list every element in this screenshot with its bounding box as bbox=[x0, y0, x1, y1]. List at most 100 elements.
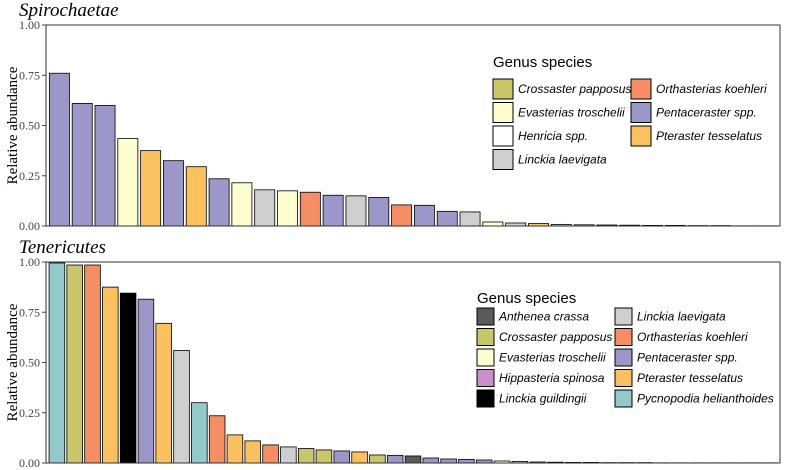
legend: Genus species Anthenea crassa Crossaster p… bbox=[476, 290, 774, 408]
legend-swatch bbox=[614, 369, 633, 387]
legend-label: Pycnopodia helianthoides bbox=[637, 392, 774, 406]
y-tick-label: 0.00 bbox=[19, 456, 40, 470]
legend-title: Genus species bbox=[493, 54, 592, 71]
legend-swatch bbox=[476, 307, 495, 326]
bar bbox=[191, 402, 208, 464]
bar bbox=[231, 182, 253, 227]
legend-title: Genus species bbox=[477, 290, 576, 307]
bar bbox=[333, 450, 351, 464]
legend-swatch bbox=[492, 125, 514, 147]
bar bbox=[440, 458, 457, 464]
y-axis-label: Relative abundance bbox=[5, 66, 21, 184]
bar bbox=[117, 138, 139, 227]
chart-title: Spirochaetae bbox=[19, 0, 119, 21]
bar bbox=[351, 451, 368, 464]
bar bbox=[299, 191, 321, 227]
chart-title: Tenericutes bbox=[19, 237, 106, 258]
legend-swatch bbox=[492, 102, 514, 123]
bar bbox=[386, 454, 404, 464]
bar bbox=[280, 446, 297, 464]
bar bbox=[436, 210, 458, 227]
y-tick-label: 0.50 bbox=[19, 119, 40, 133]
bar bbox=[262, 444, 279, 464]
legend-label: Linckia laevigata bbox=[518, 153, 607, 167]
legend-swatch bbox=[492, 78, 514, 100]
bar bbox=[185, 166, 207, 227]
bar bbox=[368, 197, 390, 227]
legend-label: Pteraster tesselatus bbox=[656, 129, 762, 143]
legend: Genus species Crossaster papposus Evasteri… bbox=[492, 54, 767, 170]
bar bbox=[66, 264, 83, 464]
y-tick-label: 0.50 bbox=[19, 356, 40, 370]
legend-label: Crossaster papposus bbox=[518, 82, 631, 96]
legend-swatch bbox=[614, 389, 633, 408]
legend-label: Anthenea crassa bbox=[498, 310, 589, 324]
legend-swatch bbox=[614, 328, 633, 346]
bar bbox=[173, 350, 190, 464]
legend-label: Pentaceraster spp. bbox=[637, 351, 738, 365]
legend-swatch bbox=[614, 307, 633, 326]
bar bbox=[163, 160, 184, 227]
y-axis-label: Relative abundance bbox=[5, 303, 21, 421]
legend-swatch bbox=[476, 328, 495, 346]
legend-label: Evasterias troschelii bbox=[518, 106, 625, 120]
bar bbox=[482, 221, 504, 227]
bar bbox=[208, 415, 226, 464]
y-tick-label: 0.25 bbox=[19, 406, 40, 420]
bar bbox=[297, 448, 315, 464]
bar bbox=[369, 454, 386, 464]
bar bbox=[71, 102, 93, 227]
bar bbox=[391, 204, 413, 227]
legend-swatch bbox=[630, 102, 652, 123]
bar bbox=[102, 286, 119, 464]
legend-label: Crossaster papposus bbox=[499, 330, 612, 344]
bar bbox=[208, 178, 230, 227]
bar bbox=[94, 105, 116, 227]
legend-label: Linckia guildingii bbox=[499, 392, 587, 406]
y-tick-label: 0.75 bbox=[19, 68, 40, 82]
legend-swatch bbox=[492, 149, 514, 170]
bar bbox=[48, 262, 66, 464]
legend-swatch bbox=[630, 78, 652, 100]
legend-swatch bbox=[476, 348, 495, 367]
legend-swatch bbox=[614, 348, 633, 367]
plot-border bbox=[45, 24, 781, 227]
bar bbox=[458, 458, 475, 464]
chart-panel-1: Spirochaetae Relative abundance 0.00 0.25 0.… bbox=[5, 0, 781, 233]
bar bbox=[345, 195, 367, 227]
chart-panel-2: Tenericutes Relative abundance 0.00 0.25 0.5… bbox=[5, 237, 781, 470]
plot-border bbox=[45, 261, 781, 464]
bar bbox=[404, 455, 422, 464]
y-tick-label: 0.00 bbox=[19, 219, 40, 233]
legend-label: Pentaceraster spp. bbox=[656, 106, 757, 120]
legend-label: Orthasterias koehleri bbox=[637, 330, 748, 344]
bar bbox=[277, 190, 298, 227]
legend-label: Hippasteria spinosa bbox=[499, 371, 605, 385]
legend-label: Orthasterias koehleri bbox=[656, 82, 767, 96]
legend-swatch bbox=[630, 125, 652, 147]
bar bbox=[315, 449, 333, 464]
bar bbox=[119, 292, 137, 464]
bar bbox=[137, 298, 155, 464]
bar bbox=[48, 72, 70, 227]
y-tick-label: 1.00 bbox=[19, 18, 40, 32]
bar bbox=[413, 204, 435, 227]
legend-label: Henricia spp. bbox=[518, 129, 588, 143]
bar bbox=[226, 434, 244, 464]
legend-swatch bbox=[476, 389, 495, 408]
bar bbox=[155, 322, 172, 464]
bar bbox=[322, 194, 344, 227]
legend-label: Evasterias troschelii bbox=[499, 351, 606, 365]
legend-label: Pteraster tesselatus bbox=[637, 371, 743, 385]
y-tick-label: 0.75 bbox=[19, 305, 40, 319]
y-tick-label: 0.25 bbox=[19, 169, 40, 183]
bar bbox=[459, 211, 481, 227]
bar bbox=[422, 457, 440, 464]
bar bbox=[84, 264, 101, 464]
bar bbox=[254, 189, 276, 227]
bar bbox=[140, 150, 162, 227]
bar bbox=[244, 440, 261, 464]
legend-swatch bbox=[476, 369, 495, 387]
y-tick-label: 1.00 bbox=[19, 255, 40, 269]
